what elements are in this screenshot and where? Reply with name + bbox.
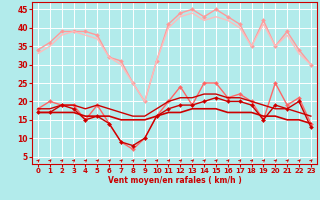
X-axis label: Vent moyen/en rafales ( km/h ): Vent moyen/en rafales ( km/h ) (108, 176, 241, 185)
